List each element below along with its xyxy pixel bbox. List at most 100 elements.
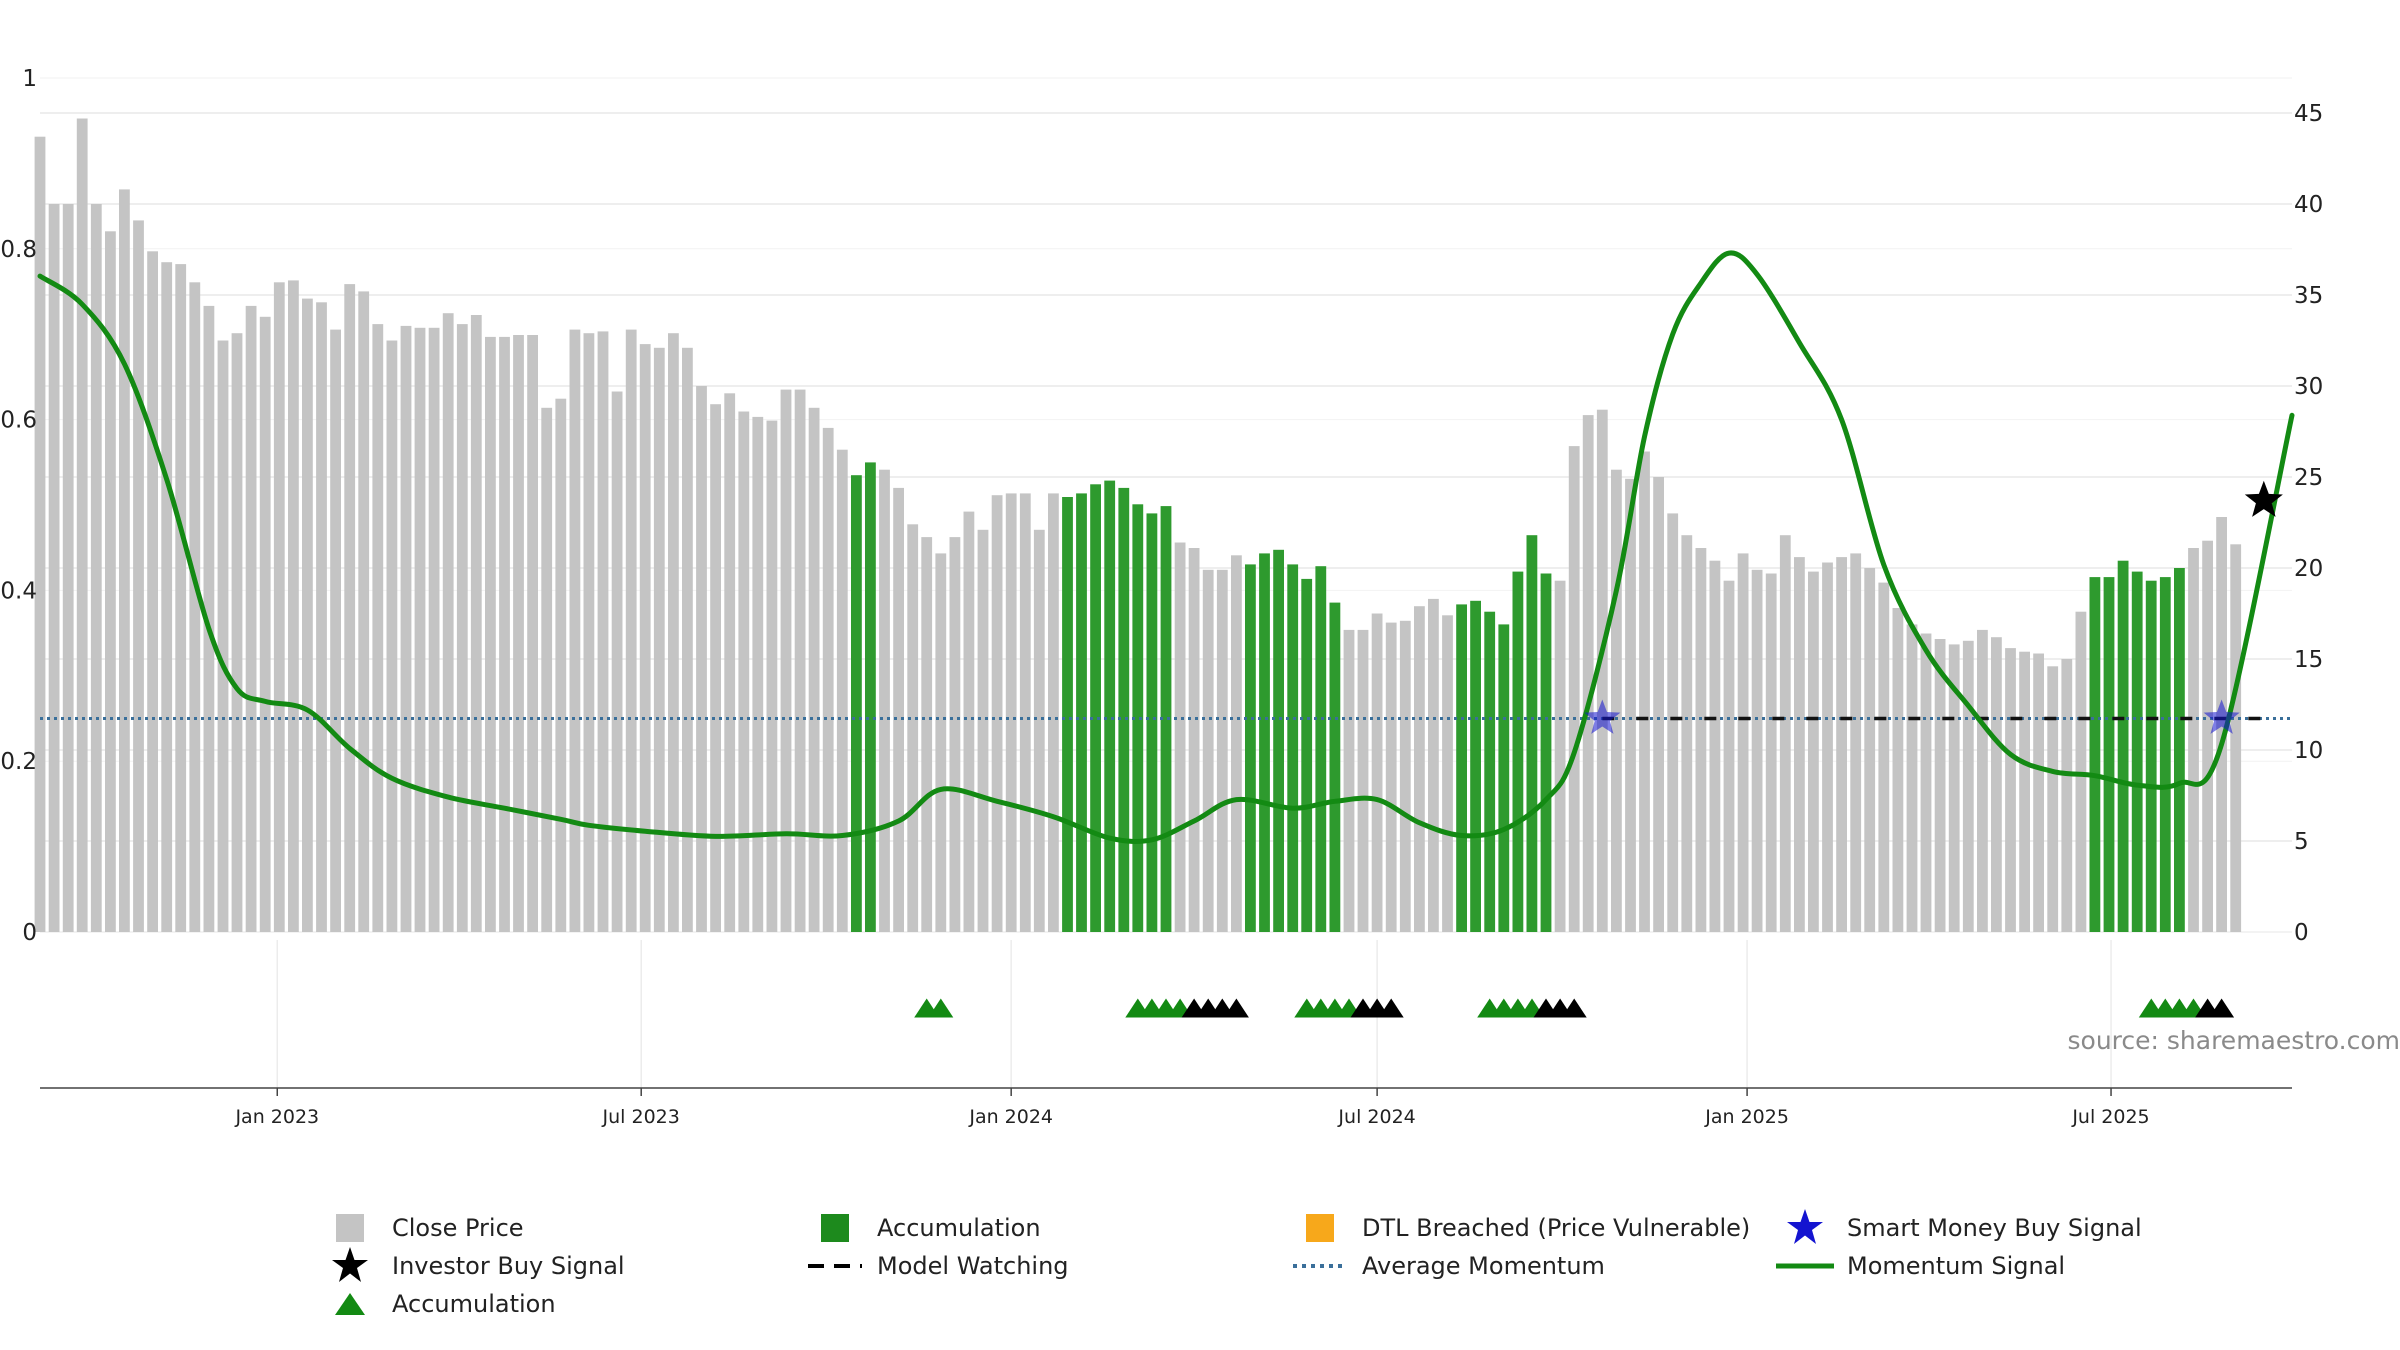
close-price-bar: [442, 313, 454, 932]
right-axis-tick-label: 10: [2294, 738, 2323, 764]
close-price-bar: [1751, 569, 1763, 932]
close-price-bar: [302, 298, 313, 933]
close-price-bar: [977, 529, 989, 932]
close-price-bar: [724, 393, 736, 932]
accumulation-bar: [1160, 506, 1172, 932]
accumulation-bar: [1540, 573, 1552, 932]
left-axis-tick-label: 0.2: [0, 749, 37, 775]
accumulation-bar: [1484, 611, 1496, 932]
close-price-bar: [414, 327, 426, 932]
close-price-bar: [1948, 644, 1960, 932]
black-star-icon: [320, 1247, 380, 1284]
right-axis-tick-label: 35: [2294, 283, 2323, 309]
close-price-bar: [1554, 580, 1566, 932]
close-price-bar: [1596, 409, 1608, 932]
close-price-bar: [1723, 580, 1735, 932]
close-price-bar: [1779, 535, 1791, 932]
x-axis-tick-label: Jan 2025: [1704, 1106, 1789, 1128]
x-axis-tick-label: Jan 2024: [968, 1106, 1053, 1128]
smart-money-buy-signal-star: [2203, 699, 2240, 734]
close-price-bar: [1442, 615, 1453, 932]
close-price-bar: [527, 335, 538, 932]
legend-item-average-momentum: Average Momentum: [1290, 1248, 1605, 1284]
close-price-bar: [2202, 540, 2213, 932]
accumulation-bar: [1287, 564, 1299, 932]
accumulation-triangle-black: [2209, 998, 2235, 1018]
legend-item-close-price: Close Price: [320, 1210, 524, 1246]
close-price-bar: [1920, 633, 1932, 932]
green-square-icon: [805, 1210, 865, 1246]
close-price-bar: [1906, 624, 1918, 932]
close-price-bar: [372, 324, 384, 933]
legend-item-accumulation-marker: Accumulation: [320, 1286, 556, 1322]
left-axis-tick-label: 0: [22, 920, 37, 946]
accumulation-triangle-black: [1223, 998, 1249, 1018]
accumulation-bar: [1076, 493, 1087, 932]
close-price-bar: [48, 204, 60, 932]
close-price-bar: [668, 333, 679, 932]
legend-label: DTL Breached (Price Vulnerable): [1362, 1214, 1751, 1242]
close-price-bar: [499, 336, 510, 932]
close-price-bar: [62, 204, 74, 932]
close-price-bar: [949, 537, 961, 932]
close-price-bar: [1625, 478, 1636, 932]
close-price-bar: [288, 280, 299, 932]
momentum-lines: [37, 250, 2295, 844]
close-price-bar: [822, 427, 834, 932]
left-axis-tick-label: 0.6: [0, 408, 37, 434]
blue-dotted-line-icon: [1290, 1248, 1350, 1284]
accumulation-bar: [2089, 577, 2101, 932]
close-price-bar: [161, 262, 173, 932]
close-price-bar: [1611, 469, 1622, 932]
signal-markers: [914, 480, 2283, 1018]
accumulation-bar: [2174, 568, 2185, 932]
close-price-bar: [1399, 620, 1411, 932]
close-price-bar: [1878, 582, 1890, 932]
close-price-bar: [1428, 598, 1439, 932]
legend-label: Close Price: [392, 1214, 524, 1242]
close-price-bar: [766, 420, 778, 932]
accumulation-bar: [2145, 580, 2157, 932]
right-axis-tick-label: 30: [2294, 374, 2323, 400]
accumulation-bar: [1062, 497, 1073, 932]
orange-square-icon: [1290, 1210, 1350, 1246]
close-price-bar: [1850, 553, 1862, 932]
accumulation-bar: [1526, 535, 1538, 932]
accumulation-triangle-black: [1378, 998, 1404, 1018]
accumulation-bar: [1245, 564, 1256, 932]
x-axis-tick-label: Jul 2025: [2071, 1106, 2149, 1128]
right-axis-tick-label: 25: [2294, 465, 2323, 491]
right-axis-tick-label: 5: [2294, 829, 2309, 855]
momentum-signal-line: [37, 250, 2295, 844]
close-price-bar: [1174, 542, 1186, 932]
close-price-bar: [2061, 659, 2073, 932]
close-price-bar: [1357, 629, 1369, 932]
close-price-bar: [1667, 513, 1679, 932]
close-price-bar: [2033, 653, 2044, 932]
accumulation-triangle-black: [1561, 998, 1587, 1018]
close-price-bar: [386, 340, 398, 932]
close-price-bar: [76, 118, 88, 932]
close-price-bar: [358, 291, 370, 932]
close-price-bar: [907, 524, 919, 932]
close-price-bar: [217, 340, 229, 932]
legend-item-dtl-breached: DTL Breached (Price Vulnerable): [1290, 1210, 1750, 1246]
legend-item-model-watching: Model Watching: [805, 1248, 1069, 1284]
close-price-bar: [1385, 622, 1397, 932]
close-price-bar: [470, 315, 482, 932]
close-price-bar: [1808, 571, 1819, 932]
close-price-bar: [569, 329, 581, 933]
close-price-bar: [175, 264, 187, 933]
accumulation-bar: [2131, 571, 2143, 932]
legend-label: Model Watching: [877, 1252, 1069, 1280]
close-price-bar: [1709, 560, 1721, 932]
close-price-bar: [611, 391, 623, 932]
close-price-bar: [1639, 451, 1650, 932]
close-price-bar: [2188, 548, 2199, 932]
x-axis-tick-label: Jan 2023: [234, 1106, 319, 1128]
close-price-bar: [1765, 573, 1777, 932]
close-price-bar: [1371, 613, 1383, 932]
close-price-bar: [1202, 569, 1214, 932]
close-price-bar: [1582, 415, 1594, 933]
